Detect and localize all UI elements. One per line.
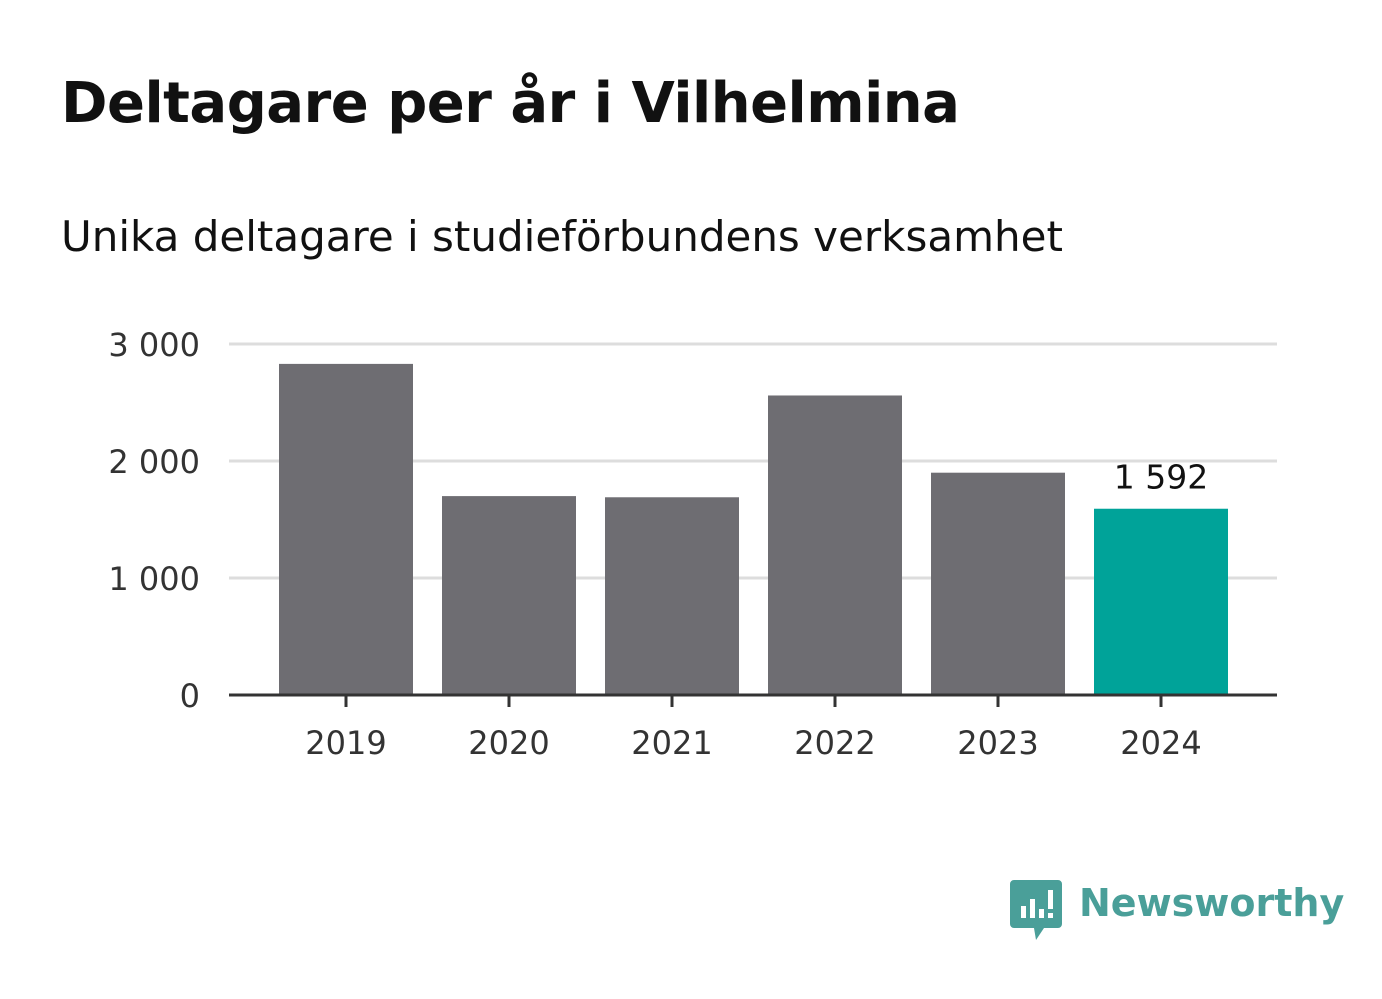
bar-2021 [605,497,739,695]
newsworthy-logo: Newsworthy [1010,878,1344,942]
y-tick-label: 0 [180,677,200,715]
x-tick-label: 2019 [305,724,386,762]
bar-2024 [1094,508,1228,695]
logo-text: Newsworthy [1079,881,1345,925]
x-tick-label: 2021 [631,724,712,762]
x-tick-label: 2022 [794,724,875,762]
bar-2023 [931,472,1065,695]
bar-2022 [768,395,902,695]
x-tick-label: 2020 [468,724,549,762]
bar-2019 [279,363,413,695]
axes: 0 1 000 2 000 3 000 2019 2020 2021 2022 2023 2024 [108,326,1277,762]
x-tick-label: 2023 [957,724,1038,762]
bars [279,363,1228,695]
data-labels: 1 592 [1114,458,1208,497]
chart-title: Deltagare per år i Vilhelmina [61,71,960,136]
y-tick-label: 3 000 [108,326,200,364]
x-tick-label: 2024 [1120,724,1201,762]
bar-2020 [442,496,576,695]
data-label: 1 592 [1114,458,1208,497]
newsworthy-chart-icon [1010,880,1062,940]
chart-subtitle: Unika deltagare i studieförbundens verks… [61,212,1063,261]
y-tick-label: 2 000 [108,443,200,481]
y-tick-label: 1 000 [108,560,200,598]
